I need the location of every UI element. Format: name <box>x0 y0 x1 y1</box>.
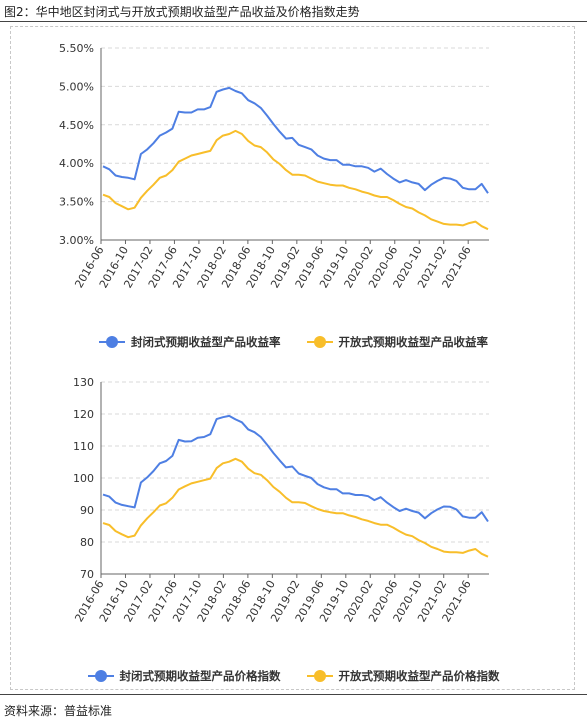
legend-item-open[interactable]: 开放式预期收益型产品价格指数 <box>306 668 500 684</box>
y-tick-label: 70 <box>80 568 94 581</box>
legend-marker <box>306 670 333 682</box>
price-index-chart-legend: 封闭式预期收益型产品价格指数 开放式预期收益型产品价格指数 <box>0 668 587 684</box>
legend-label: 开放式预期收益型产品价格指数 <box>338 669 500 683</box>
legend-marker <box>87 670 114 682</box>
legend-item-closed[interactable]: 封闭式预期收益型产品收益率 <box>99 334 281 350</box>
series-line-open <box>102 457 489 558</box>
figure-title: 图2：华中地区封闭式与开放式预期收益型产品收益及价格指数走势 <box>4 5 360 19</box>
legend-item-closed[interactable]: 封闭式预期收益型产品价格指数 <box>87 668 281 684</box>
y-tick-label: 90 <box>80 504 94 517</box>
legend-marker <box>99 336 125 348</box>
y-tick-label: 5.50% <box>59 42 94 55</box>
legend-label: 封闭式预期收益型产品收益率 <box>131 335 281 349</box>
y-tick-label: 3.50% <box>59 196 94 209</box>
source-note: 资料来源：普益标准 <box>4 704 113 718</box>
price-index-chart: 7080901001101201302016-062016-102017-022… <box>72 376 489 624</box>
legend-marker <box>306 336 333 348</box>
yield-chart-legend: 封闭式预期收益型产品收益率 开放式预期收益型产品收益率 <box>0 334 587 350</box>
y-tick-label: 100 <box>73 472 94 485</box>
top-rule <box>0 21 587 22</box>
legend-item-open[interactable]: 开放式预期收益型产品收益率 <box>306 334 489 350</box>
yield-chart: 3.00%3.50%4.00%4.50%5.00%5.50%2016-06201… <box>59 42 489 290</box>
y-tick-label: 130 <box>73 376 94 389</box>
y-tick-label: 5.00% <box>59 80 94 93</box>
y-tick-label: 120 <box>73 408 94 421</box>
y-tick-label: 3.00% <box>59 234 94 247</box>
y-tick-label: 4.00% <box>59 157 94 170</box>
series-line-open <box>102 129 489 231</box>
series-line-closed <box>102 414 489 523</box>
chart-frame <box>10 26 575 690</box>
y-tick-label: 110 <box>73 440 94 453</box>
series-line-closed <box>102 86 489 194</box>
bottom-rule <box>0 694 587 695</box>
legend-label: 封闭式预期收益型产品价格指数 <box>119 669 281 683</box>
y-tick-label: 4.50% <box>59 119 94 132</box>
y-tick-label: 80 <box>80 536 94 549</box>
legend-label: 开放式预期收益型产品收益率 <box>338 335 489 349</box>
